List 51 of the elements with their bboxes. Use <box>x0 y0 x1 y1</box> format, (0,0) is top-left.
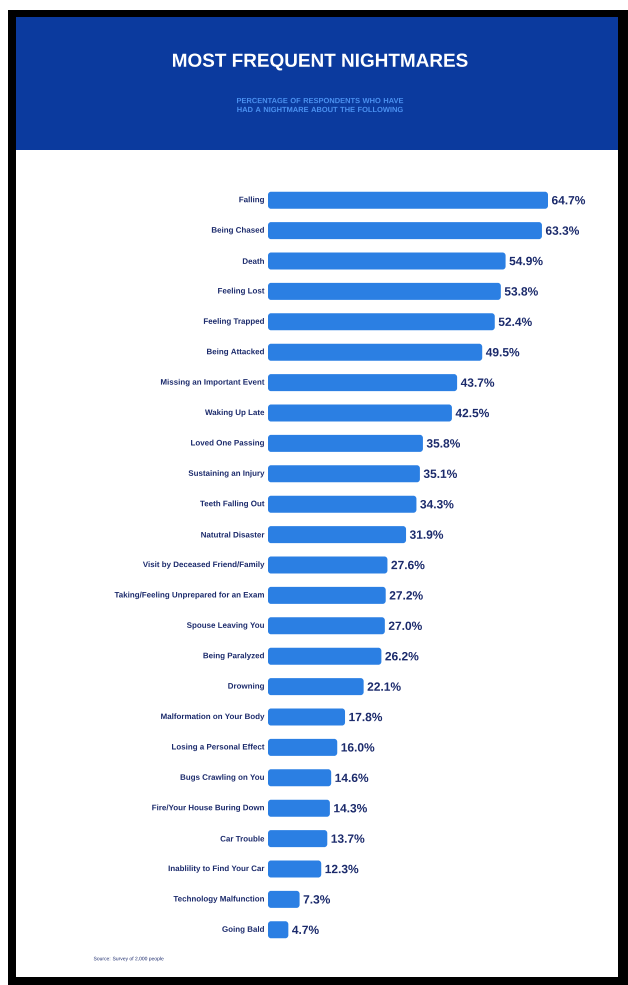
data-label: 27.2% <box>390 591 423 600</box>
data-label: 43.7% <box>460 378 494 387</box>
bar <box>268 860 322 878</box>
bar <box>268 526 406 544</box>
chart-title: MOST FREQUENT NIGHTMARES <box>172 54 468 70</box>
bar <box>268 586 386 604</box>
bar <box>268 648 382 665</box>
bar <box>268 282 501 300</box>
bar <box>268 708 346 726</box>
data-label: 22.1% <box>368 682 401 691</box>
data-label: 34.3% <box>420 500 454 508</box>
data-label: 52.4% <box>498 318 532 326</box>
data-label: 16.0% <box>342 743 374 752</box>
bar <box>268 890 300 908</box>
data-label: 53.8% <box>504 287 538 296</box>
data-label: 14.3% <box>334 804 367 812</box>
bar <box>268 252 506 270</box>
bar <box>268 404 452 422</box>
bar <box>268 678 364 696</box>
bar <box>268 222 542 240</box>
data-label: 12.3% <box>326 864 358 874</box>
data-label: 63.3% <box>546 226 580 235</box>
bar <box>268 344 482 361</box>
bar <box>268 921 288 938</box>
bar <box>268 556 388 574</box>
data-label: 27.6% <box>391 560 425 570</box>
data-label: 54.9% <box>509 256 543 266</box>
data-label: 31.9% <box>410 530 444 539</box>
bar <box>268 465 420 482</box>
data-label: 4.7% <box>292 926 319 934</box>
bar <box>268 374 458 392</box>
data-label: 64.7% <box>552 196 586 204</box>
bar <box>268 496 416 513</box>
bar <box>268 313 495 330</box>
bar <box>268 830 328 848</box>
data-label: 17.8% <box>349 712 382 722</box>
bar <box>268 738 338 756</box>
data-label: 14.6% <box>335 774 368 782</box>
bar <box>268 769 332 786</box>
bar <box>268 434 423 452</box>
bar <box>268 800 330 817</box>
data-label: 35.1% <box>424 470 457 478</box>
data-label: 13.7% <box>332 834 364 843</box>
bar <box>268 192 548 209</box>
data-label: 26.2% <box>385 652 418 660</box>
bar <box>268 617 385 634</box>
data-label: 7.3% <box>304 895 330 904</box>
data-label: 49.5% <box>486 348 520 356</box>
data-label: 42.5% <box>456 408 490 418</box>
data-label: 27.0% <box>388 622 422 630</box>
data-label: 35.8% <box>426 439 460 448</box>
